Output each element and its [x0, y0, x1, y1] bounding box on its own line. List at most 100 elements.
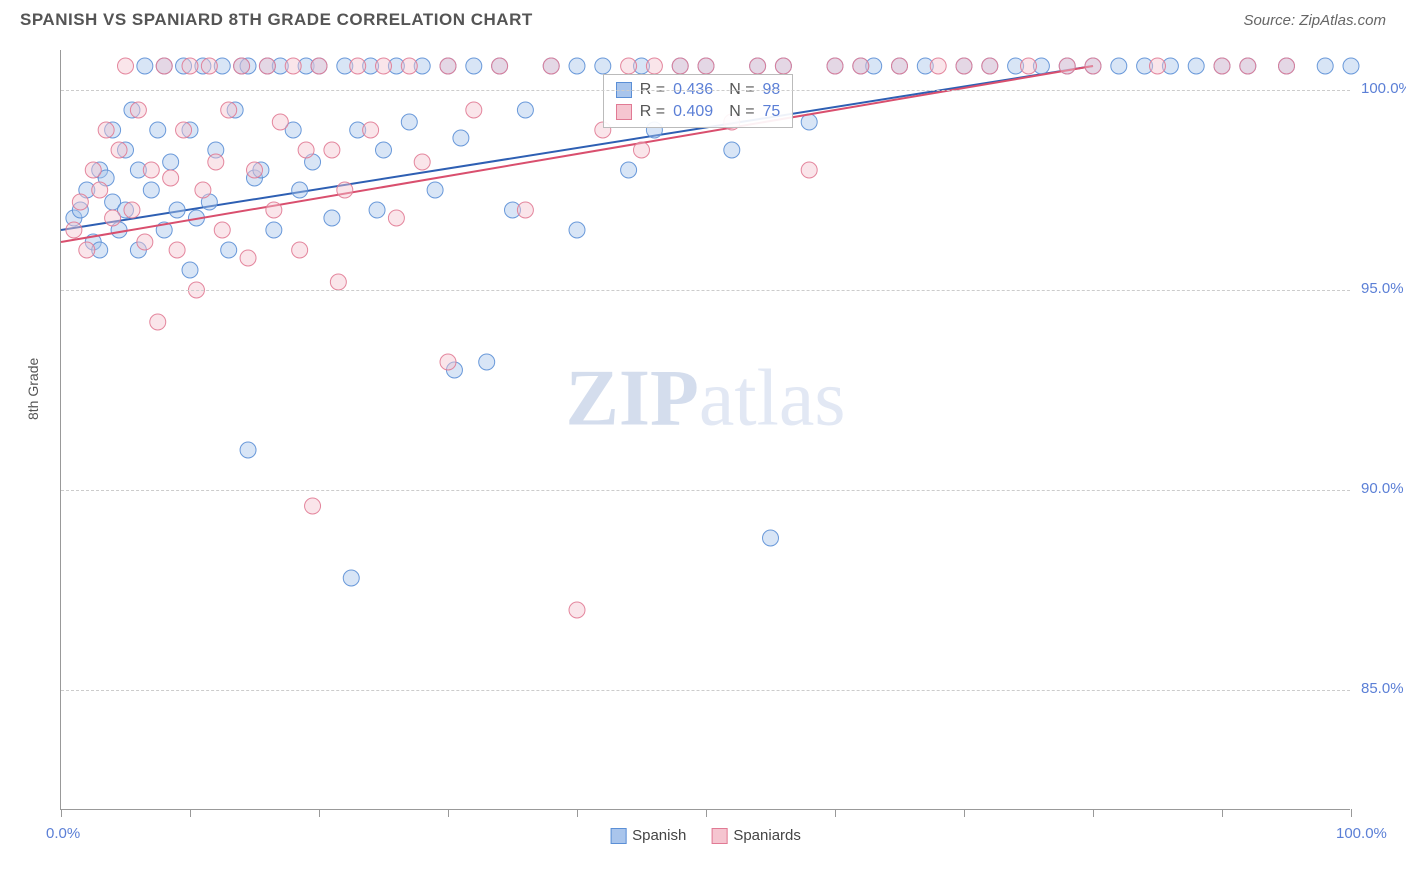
data-point: [517, 102, 533, 118]
data-point: [201, 58, 217, 74]
data-point: [285, 58, 301, 74]
data-point: [124, 202, 140, 218]
data-point: [775, 58, 791, 74]
data-point: [92, 182, 108, 198]
data-point: [634, 142, 650, 158]
data-point: [492, 58, 508, 74]
data-point: [892, 58, 908, 74]
correlation-legend: R =0.436N =98R =0.409N =75: [603, 74, 794, 128]
gridline: [61, 490, 1350, 491]
data-point: [305, 498, 321, 514]
data-point: [66, 222, 82, 238]
data-point: [330, 274, 346, 290]
data-point: [343, 570, 359, 586]
scatter-svg: [61, 50, 1350, 809]
ytick-label: 90.0%: [1361, 480, 1404, 497]
data-point: [621, 162, 637, 178]
xtick: [577, 809, 578, 817]
data-point: [1150, 58, 1166, 74]
legend-swatch-spanish: [610, 828, 626, 844]
data-point: [259, 58, 275, 74]
data-point: [595, 58, 611, 74]
data-point: [363, 122, 379, 138]
data-point: [169, 202, 185, 218]
legend-label-spanish: Spanish: [632, 827, 686, 844]
data-point: [750, 58, 766, 74]
r-label: R =: [640, 103, 665, 121]
data-point: [182, 262, 198, 278]
data-point: [195, 182, 211, 198]
data-point: [105, 210, 121, 226]
data-point: [72, 194, 88, 210]
data-point: [176, 122, 192, 138]
chart-source: Source: ZipAtlas.com: [1243, 12, 1386, 29]
data-point: [130, 102, 146, 118]
data-point: [1111, 58, 1127, 74]
data-point: [672, 58, 688, 74]
data-point: [956, 58, 972, 74]
data-point: [240, 442, 256, 458]
chart-header: SPANISH VS SPANIARD 8TH GRADE CORRELATIO…: [0, 0, 1406, 35]
data-point: [1240, 58, 1256, 74]
data-point: [440, 58, 456, 74]
data-point: [621, 58, 637, 74]
data-point: [137, 234, 153, 250]
legend-item-spanish: Spanish: [610, 827, 686, 844]
series-legend: Spanish Spaniards: [610, 827, 801, 844]
data-point: [1317, 58, 1333, 74]
data-point: [1021, 58, 1037, 74]
legend-item-spaniards: Spaniards: [711, 827, 801, 844]
data-point: [1085, 58, 1101, 74]
data-point: [266, 202, 282, 218]
data-point: [724, 142, 740, 158]
data-point: [376, 58, 392, 74]
data-point: [466, 102, 482, 118]
xtick: [319, 809, 320, 817]
data-point: [272, 114, 288, 130]
ytick-label: 100.0%: [1361, 80, 1406, 97]
legend-swatch-spaniards: [711, 828, 727, 844]
data-point: [827, 58, 843, 74]
data-point: [853, 58, 869, 74]
data-point: [401, 58, 417, 74]
data-point: [221, 242, 237, 258]
data-point: [698, 58, 714, 74]
data-point: [234, 58, 250, 74]
data-point: [292, 182, 308, 198]
data-point: [85, 162, 101, 178]
xtick-label: 0.0%: [46, 825, 80, 842]
xtick: [448, 809, 449, 817]
data-point: [156, 58, 172, 74]
data-point: [569, 58, 585, 74]
data-point: [453, 130, 469, 146]
legend-label-spaniards: Spaniards: [733, 827, 801, 844]
data-point: [221, 102, 237, 118]
ytick-label: 85.0%: [1361, 680, 1404, 697]
data-point: [517, 202, 533, 218]
r-value: 0.409: [673, 103, 713, 121]
n-value: 75: [763, 103, 781, 121]
data-point: [1188, 58, 1204, 74]
data-point: [466, 58, 482, 74]
data-point: [337, 182, 353, 198]
data-point: [163, 154, 179, 170]
data-point: [182, 58, 198, 74]
data-point: [479, 354, 495, 370]
data-point: [401, 114, 417, 130]
data-point: [169, 242, 185, 258]
data-point: [214, 222, 230, 238]
gridline: [61, 690, 1350, 691]
data-point: [1279, 58, 1295, 74]
data-point: [247, 162, 263, 178]
data-point: [163, 170, 179, 186]
data-point: [208, 154, 224, 170]
data-point: [440, 354, 456, 370]
xtick-label: 100.0%: [1336, 825, 1387, 842]
data-point: [111, 142, 127, 158]
corr-swatch: [616, 104, 632, 120]
data-point: [150, 314, 166, 330]
data-point: [292, 242, 308, 258]
data-point: [569, 602, 585, 618]
xtick: [706, 809, 707, 817]
data-point: [763, 530, 779, 546]
